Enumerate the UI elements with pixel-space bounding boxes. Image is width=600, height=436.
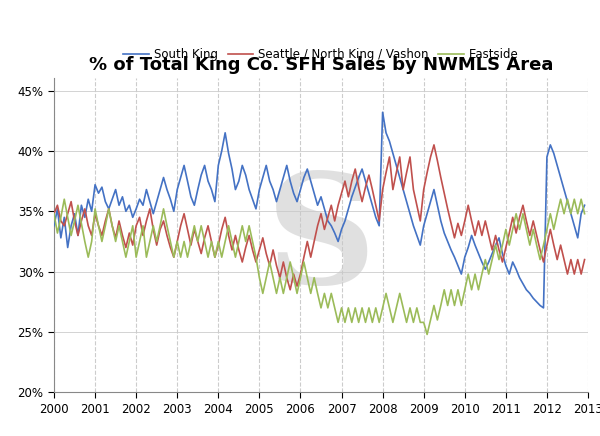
Line: Seattle / North King / Vashon: Seattle / North King / Vashon xyxy=(54,145,584,290)
Seattle / North King / Vashon xyxy=(420,187,427,192)
South King xyxy=(50,223,58,228)
Eastside xyxy=(424,332,431,337)
South King xyxy=(581,203,588,208)
Seattle / North King / Vashon xyxy=(430,142,437,147)
Eastside xyxy=(253,255,260,260)
Seattle / North King / Vashon xyxy=(50,211,58,216)
South King xyxy=(379,110,386,115)
Eastside xyxy=(61,197,68,202)
Line: South King: South King xyxy=(54,112,584,308)
South King xyxy=(420,223,427,228)
Legend: South King, Seattle / North King / Vashon, Eastside: South King, Seattle / North King / Vasho… xyxy=(119,44,523,66)
South King xyxy=(365,191,373,196)
Text: S: S xyxy=(266,167,376,316)
South King xyxy=(269,187,277,192)
Seattle / North King / Vashon xyxy=(287,287,294,293)
Title: % of Total King Co. SFH Sales by NWMLS Area: % of Total King Co. SFH Sales by NWMLS A… xyxy=(89,56,553,74)
Seattle / North King / Vashon xyxy=(269,247,277,252)
Seattle / North King / Vashon xyxy=(249,247,256,252)
South King xyxy=(482,267,489,272)
Eastside xyxy=(187,239,194,244)
Eastside xyxy=(420,320,427,325)
Eastside xyxy=(273,291,280,296)
South King xyxy=(540,305,547,310)
Seattle / North King / Vashon xyxy=(581,257,588,262)
Seattle / North King / Vashon xyxy=(485,233,493,238)
South King xyxy=(184,178,191,184)
Eastside xyxy=(369,320,376,325)
Seattle / North King / Vashon xyxy=(184,227,191,232)
Line: Eastside: Eastside xyxy=(54,199,584,334)
Eastside xyxy=(50,211,58,216)
South King xyxy=(249,197,256,202)
Eastside xyxy=(485,272,493,277)
Eastside xyxy=(581,211,588,216)
Seattle / North King / Vashon xyxy=(369,187,376,192)
